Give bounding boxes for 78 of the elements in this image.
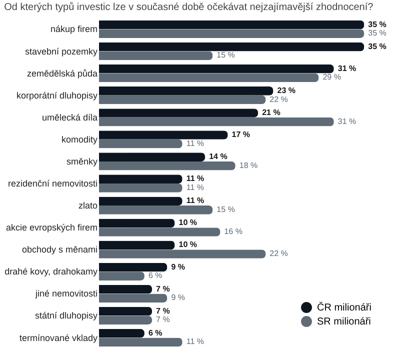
bar xyxy=(99,206,213,214)
y-tick-label: rezidenční nemovitosti xyxy=(8,178,98,188)
data-label: 6 % xyxy=(148,328,162,338)
bar xyxy=(99,294,168,303)
bar xyxy=(99,108,258,118)
chart-title: Od kterých typů investic lze v současné době očekávat nejzajímavější zhodnocení? xyxy=(4,1,374,13)
legend-label: ČR milionáři xyxy=(317,302,372,314)
data-label: 10 % xyxy=(178,218,197,228)
data-label: 21 % xyxy=(262,108,280,117)
bar xyxy=(99,306,152,316)
data-label: 16 % xyxy=(224,226,242,236)
y-tick-label: jiné nemovitosti xyxy=(34,288,98,299)
data-label: 9 % xyxy=(171,293,185,302)
bar xyxy=(99,64,334,74)
bar xyxy=(99,130,228,140)
y-tick-label: drahé kovy, drahokamy xyxy=(4,266,98,277)
y-tick-label: státní dluhopisy xyxy=(34,310,98,321)
bar xyxy=(99,161,236,170)
bar xyxy=(99,73,319,82)
data-label: 15 % xyxy=(216,204,235,214)
bar xyxy=(99,262,168,272)
data-label: 22 % xyxy=(270,94,288,104)
bar xyxy=(99,284,152,294)
data-label: 11 % xyxy=(186,196,204,206)
bar xyxy=(99,51,213,60)
data-label: 23 % xyxy=(277,86,296,95)
y-tick-label: umělecká díla xyxy=(42,112,98,122)
bar xyxy=(99,196,182,206)
data-label: 11 % xyxy=(186,174,204,184)
bar xyxy=(99,228,220,236)
y-tick-label: akcie evropských firem xyxy=(6,222,98,233)
data-label: 29 % xyxy=(322,72,341,82)
data-label: 31 % xyxy=(338,116,356,126)
bar xyxy=(99,29,364,38)
bar xyxy=(99,250,266,258)
bar xyxy=(99,152,206,162)
y-tick-label: zemědělská půda xyxy=(26,68,98,78)
bar xyxy=(99,218,175,228)
data-label: 14 % xyxy=(209,152,228,162)
data-label: 7 % xyxy=(156,306,170,316)
y-tick-label: směnky xyxy=(66,156,98,166)
data-label: 18 % xyxy=(239,160,258,170)
y-tick-label: nákup firem xyxy=(50,24,98,34)
data-label: 15 % xyxy=(216,50,235,60)
bar xyxy=(99,316,152,325)
bar xyxy=(99,139,182,148)
y-tick-label: stavební pozemky xyxy=(24,46,98,56)
data-label: 7 % xyxy=(156,315,170,324)
data-label: 11 % xyxy=(186,337,204,346)
bar xyxy=(99,272,144,280)
data-label: 9 % xyxy=(171,262,185,272)
data-label: 31 % xyxy=(338,64,356,73)
y-tick-label: termínované vklady xyxy=(19,332,98,343)
bar xyxy=(99,338,182,347)
bar xyxy=(99,86,274,96)
y-tick-label: korporátní dluhopisy xyxy=(16,90,98,100)
data-label: 22 % xyxy=(270,249,288,258)
data-label: 11 % xyxy=(186,138,204,148)
bar xyxy=(99,240,175,250)
data-label: 11 % xyxy=(186,182,204,192)
legend-label: SR milionáři xyxy=(317,316,371,328)
data-label: 6 % xyxy=(148,271,162,280)
bar xyxy=(99,328,144,338)
bar xyxy=(99,174,182,184)
y-tick-label: komodity xyxy=(61,134,98,144)
data-label: 35 % xyxy=(368,28,386,38)
bar xyxy=(99,20,364,30)
bar xyxy=(99,117,334,126)
bar xyxy=(99,184,182,192)
bar xyxy=(99,42,364,52)
data-label: 35 % xyxy=(368,20,386,29)
data-label: 7 % xyxy=(156,284,170,294)
data-label: 35 % xyxy=(368,42,386,51)
y-tick-label: zlato xyxy=(78,200,98,211)
data-label: 17 % xyxy=(232,130,250,140)
bar xyxy=(99,95,266,104)
data-label: 10 % xyxy=(178,240,197,250)
y-tick-label: obchody s měnami xyxy=(22,244,98,255)
